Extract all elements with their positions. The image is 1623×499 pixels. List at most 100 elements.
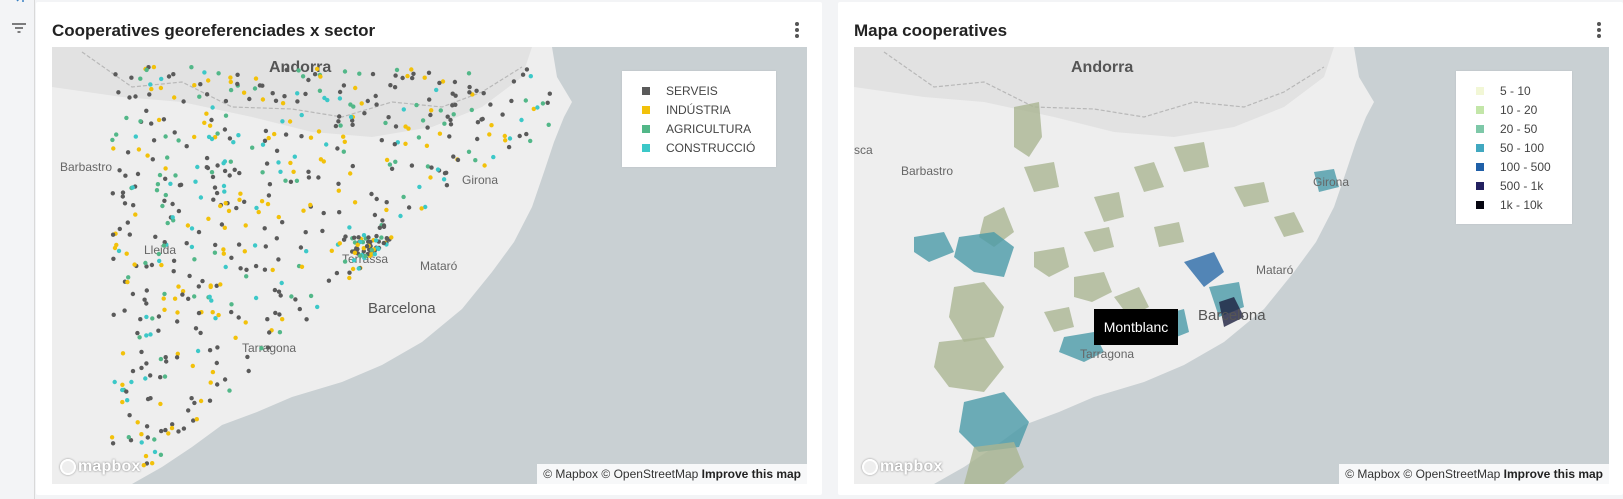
cooperative-point[interactable]: [511, 79, 517, 84]
cooperative-point[interactable]: [210, 105, 215, 110]
cooperative-point[interactable]: [301, 208, 306, 213]
cooperative-point[interactable]: [174, 355, 180, 360]
cooperative-point[interactable]: [528, 138, 533, 144]
cooperative-point[interactable]: [265, 201, 271, 207]
cooperative-point[interactable]: [222, 377, 228, 382]
cooperative-point[interactable]: [198, 398, 204, 404]
cooperative-point[interactable]: [209, 117, 214, 123]
cooperative-point[interactable]: [144, 288, 149, 293]
cooperative-point[interactable]: [279, 280, 284, 286]
municipality-region[interactable]: [1074, 272, 1112, 302]
cooperative-point[interactable]: [216, 71, 221, 76]
cooperative-point[interactable]: [250, 145, 255, 150]
cooperative-point[interactable]: [150, 316, 155, 321]
cooperative-point[interactable]: [195, 348, 201, 354]
cooperative-point[interactable]: [429, 165, 434, 170]
cooperative-point[interactable]: [303, 91, 308, 97]
cooperative-point[interactable]: [440, 79, 446, 84]
cooperative-point[interactable]: [381, 224, 387, 229]
cooperative-point[interactable]: [232, 167, 237, 172]
cooperative-point[interactable]: [149, 262, 155, 268]
cooperative-point[interactable]: [422, 75, 427, 80]
cooperative-point[interactable]: [381, 240, 386, 246]
municipality-region[interactable]: [964, 442, 1024, 484]
cooperative-point[interactable]: [448, 122, 454, 127]
cooperative-point[interactable]: [160, 203, 165, 209]
cooperative-point[interactable]: [216, 312, 221, 318]
cooperative-point[interactable]: [259, 199, 265, 204]
cooperative-point[interactable]: [282, 94, 287, 99]
cooperative-point[interactable]: [244, 267, 249, 272]
cooperative-point[interactable]: [178, 182, 184, 187]
cooperative-point[interactable]: [144, 314, 149, 320]
cooperative-point[interactable]: [123, 173, 128, 178]
cooperative-point[interactable]: [369, 251, 374, 257]
cooperative-point[interactable]: [163, 134, 168, 139]
cooperative-point[interactable]: [221, 183, 227, 189]
cooperative-point[interactable]: [546, 122, 551, 128]
cooperative-point[interactable]: [283, 132, 289, 137]
cooperative-point[interactable]: [488, 102, 493, 107]
cooperative-point[interactable]: [416, 135, 422, 140]
cooperative-point[interactable]: [110, 232, 116, 237]
cooperative-point[interactable]: [120, 382, 125, 387]
cooperative-point[interactable]: [341, 134, 346, 139]
cooperative-point[interactable]: [175, 319, 180, 324]
cooperative-point[interactable]: [372, 252, 377, 257]
cooperative-point[interactable]: [280, 220, 285, 225]
cooperative-point[interactable]: [181, 426, 187, 431]
cooperative-point[interactable]: [223, 201, 228, 206]
cooperative-point[interactable]: [193, 326, 199, 331]
cooperative-point[interactable]: [272, 287, 278, 293]
cooperative-point[interactable]: [467, 90, 472, 95]
cooperative-point[interactable]: [236, 242, 242, 247]
cooperative-point[interactable]: [262, 226, 267, 231]
cooperative-point[interactable]: [441, 177, 447, 182]
cooperative-point[interactable]: [299, 112, 304, 118]
cooperative-point[interactable]: [437, 131, 443, 136]
cooperative-point[interactable]: [278, 293, 283, 298]
cooperative-point[interactable]: [503, 138, 508, 143]
cooperative-point[interactable]: [166, 431, 171, 436]
cooperative-point[interactable]: [229, 255, 234, 260]
cooperative-point[interactable]: [243, 320, 248, 325]
cooperative-point[interactable]: [141, 463, 146, 468]
cooperative-point[interactable]: [287, 119, 293, 124]
cooperative-point[interactable]: [221, 251, 226, 256]
cooperative-point[interactable]: [428, 175, 433, 180]
cooperative-point[interactable]: [388, 83, 393, 88]
cooperative-point[interactable]: [222, 127, 228, 132]
cooperative-point[interactable]: [171, 258, 177, 263]
cooperative-point[interactable]: [223, 98, 229, 104]
cooperative-point[interactable]: [127, 95, 132, 100]
cooperative-point[interactable]: [263, 244, 268, 249]
cooperative-point[interactable]: [156, 251, 161, 257]
cooperative-point[interactable]: [359, 101, 364, 106]
cooperative-point[interactable]: [184, 144, 189, 149]
cooperative-point[interactable]: [299, 134, 304, 139]
cooperative-point[interactable]: [229, 309, 234, 315]
municipality-region[interactable]: [1059, 332, 1104, 362]
cooperative-point[interactable]: [139, 365, 144, 371]
cooperative-point[interactable]: [383, 120, 388, 126]
cooperative-point[interactable]: [509, 98, 514, 104]
cooperative-point[interactable]: [111, 312, 116, 317]
cooperative-point[interactable]: [276, 257, 281, 262]
cooperative-point[interactable]: [163, 166, 168, 171]
cooperative-point[interactable]: [384, 200, 389, 205]
cooperative-point[interactable]: [341, 237, 347, 242]
municipality-region[interactable]: [954, 232, 1014, 277]
cooperative-point[interactable]: [191, 418, 196, 423]
cooperative-point[interactable]: [362, 111, 367, 116]
cooperative-point[interactable]: [136, 147, 142, 152]
cooperative-point[interactable]: [138, 76, 143, 81]
cooperative-point[interactable]: [245, 354, 250, 360]
cooperative-point[interactable]: [466, 71, 472, 76]
cooperative-point[interactable]: [151, 64, 157, 70]
cooperative-point[interactable]: [264, 161, 270, 166]
cooperative-point[interactable]: [163, 176, 168, 181]
cooperative-point[interactable]: [342, 259, 348, 264]
cooperative-point[interactable]: [163, 192, 168, 198]
cooperative-point[interactable]: [147, 92, 152, 97]
cooperative-point[interactable]: [235, 81, 240, 87]
